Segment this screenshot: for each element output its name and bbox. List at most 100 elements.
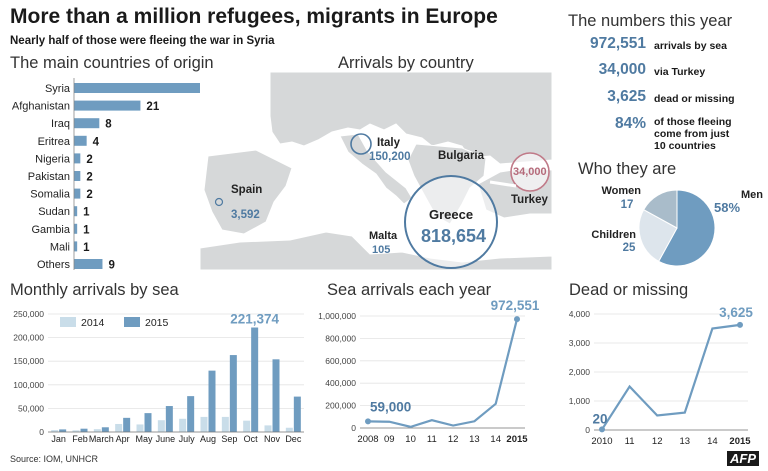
dead-ytick: 3,000	[569, 338, 591, 348]
monthly-bar-2014	[179, 418, 187, 432]
monthly-ytick: 0	[39, 427, 44, 437]
spain-circle	[214, 197, 224, 207]
monthly-bar-2015	[293, 396, 301, 432]
map-land-iberia	[203, 149, 293, 235]
dead-first-label: 20	[592, 411, 607, 426]
sea-point	[365, 418, 371, 425]
origin-category-label: Sudan	[38, 206, 70, 218]
monthly-xtick: Oct	[244, 434, 259, 444]
sea-first-label: 59,000	[370, 399, 411, 414]
sea-xtick: 13	[469, 434, 480, 445]
dead-last-label: 3,625	[719, 305, 753, 320]
sea-xtick: 14	[490, 434, 501, 445]
origin-category-label: Iraq	[51, 118, 70, 130]
map-land-north	[269, 72, 552, 165]
monthly-bar-2015	[208, 370, 216, 432]
monthly-bar-2014	[115, 423, 123, 432]
sea-point	[514, 316, 520, 323]
greece-label: Greece	[429, 207, 474, 222]
pie-slice	[638, 209, 678, 262]
monthly-bar-2014	[51, 430, 59, 432]
origin-value-label: 2	[86, 154, 92, 166]
dead-xtick: 12	[652, 436, 663, 447]
monthly-xtick: Apr	[116, 434, 130, 444]
monthly-ytick: 200,000	[13, 333, 44, 343]
stat-share-value: 84%	[614, 115, 646, 132]
who-heading: Who they are	[578, 160, 677, 178]
origin-value-label: 8	[105, 119, 112, 131]
origin-category-label: Somalia	[30, 189, 71, 201]
origin-value-label: 2	[86, 172, 92, 184]
monthly-heading: Monthly arrivals by sea	[10, 281, 179, 299]
stat-arrivals-label: arrivals by sea	[654, 40, 727, 52]
map-land-africa	[200, 231, 552, 270]
origin-category-label: Afghanistan	[12, 101, 70, 113]
sea-ytick: 400,000	[325, 378, 356, 388]
origin-bar	[74, 171, 81, 181]
origin-category-label: Nigeria	[35, 153, 71, 165]
origin-bar	[74, 135, 87, 146]
monthly-ytick: 150,000	[13, 356, 44, 366]
sea-xtick: 09	[384, 434, 395, 445]
origin-bar	[74, 223, 78, 234]
bulgaria-label: Bulgaria	[438, 150, 485, 162]
monthly-bar-2015	[251, 327, 259, 432]
sea-ytick: 600,000	[325, 356, 356, 366]
monthly-ytick: 50,000	[18, 403, 44, 413]
origin-bar	[74, 206, 78, 217]
origin-bar	[74, 83, 229, 93]
sea-xtick: 12	[448, 434, 459, 445]
sea-ytick: 1,000,000	[318, 311, 356, 321]
pie-label-men: Men	[741, 189, 763, 201]
monthly-bar-2014	[157, 420, 165, 432]
sea-last-label: 972,551	[491, 298, 540, 313]
monthly-bar-chart: 0 50,000 100,000 150,000 200,000 250,000 Jan Fe…	[13, 309, 304, 444]
dead-ytick: 2,000	[569, 367, 591, 377]
monthly-xtick: Sep	[221, 434, 237, 444]
sea-line-chart: 0 200,000 400,000 600,000 800,000 1,000,000 20…	[318, 298, 540, 445]
monthly-xtick: Feb	[72, 434, 88, 444]
dead-xtick: 2015	[729, 436, 751, 447]
dead-xtick: 13	[680, 436, 691, 447]
legend-swatch-2015	[124, 317, 140, 327]
monthly-bar-2014	[136, 424, 144, 432]
pie-label-children: Children	[591, 229, 636, 241]
monthly-bar-2014	[93, 429, 101, 432]
origin-bar	[74, 153, 81, 164]
origin-category-label: Pakistan	[28, 171, 70, 183]
origin-value-label: 9	[108, 260, 114, 272]
origin-value-label: 4	[93, 136, 100, 148]
monthly-xtick: Dec	[285, 434, 302, 444]
dead-xtick: 14	[707, 436, 718, 447]
monthly-bar-2015	[272, 359, 280, 432]
sea-ytick: 0	[351, 423, 356, 433]
page-subtitle: Nearly half of those were fleeing the wa…	[10, 35, 275, 47]
origin-heading: The main countries of origin	[10, 54, 214, 72]
monthly-ytick: 100,000	[13, 380, 44, 390]
monthly-bar-2014	[264, 425, 272, 432]
origin-category-label: Syria	[45, 83, 71, 95]
monthly-xtick: June	[156, 434, 176, 444]
turkey-arrow	[489, 180, 517, 188]
numbers-heading: The numbers this year	[568, 12, 733, 30]
pie-value-children: 25	[623, 242, 636, 254]
monthly-bar-2015	[144, 413, 152, 432]
monthly-ytick: 250,000	[13, 309, 44, 319]
origin-value-label: 1	[83, 224, 90, 236]
sea-xtick: 10	[405, 434, 416, 445]
dead-xtick: 2010	[591, 436, 612, 447]
monthly-bar-2015	[59, 429, 67, 432]
page-title: More than a million refugees, migrants i…	[10, 5, 498, 28]
stat-turkey-value: 34,000	[598, 61, 646, 78]
stat-share-label-1: of those fleeing	[654, 116, 732, 128]
monthly-xtick: Jan	[51, 434, 66, 444]
dead-point	[599, 426, 605, 433]
origin-value-label: 1	[83, 207, 90, 219]
italy-circle	[350, 133, 372, 155]
malta-label: Malta	[369, 230, 398, 242]
greece-circle	[404, 175, 498, 269]
spain-label: Spain	[231, 184, 263, 196]
dead-xtick: 11	[625, 436, 635, 447]
sea-line	[367, 318, 519, 429]
